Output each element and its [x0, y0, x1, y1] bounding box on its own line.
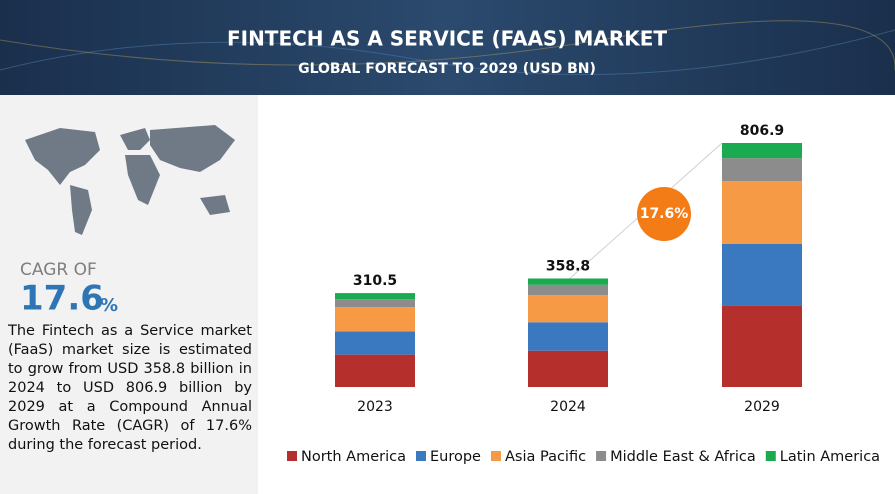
- legend-swatch: [490, 451, 501, 461]
- bar-segment: [528, 278, 608, 285]
- total-label: 358.8: [546, 259, 590, 275]
- header-deco: [0, 20, 895, 70]
- bar-segment: [528, 322, 608, 351]
- chart-title: FINTECH AS A SERVICE (FAAS) MARKET: [227, 27, 667, 51]
- annotation-bubble: [637, 187, 691, 241]
- legend-swatch: [596, 451, 607, 461]
- bar-segment: [335, 331, 415, 355]
- legend-label: Middle East & Africa: [610, 449, 756, 465]
- x-tick-label: 2029: [744, 399, 780, 415]
- bar-segment: [335, 299, 415, 308]
- bar-segment: [722, 181, 802, 244]
- total-label: 806.9: [740, 123, 784, 139]
- cagr-value: 17.6: [20, 279, 104, 319]
- bar-segment: [722, 305, 802, 387]
- bar-segment: [528, 350, 608, 387]
- legend-label: Asia Pacific: [505, 449, 586, 465]
- bar-segment: [722, 158, 802, 182]
- annotation: 17.6%: [640, 206, 689, 222]
- bar-segment: [335, 354, 415, 387]
- cagr-unit: %: [100, 295, 118, 316]
- legend-swatch: [765, 451, 776, 461]
- header-deco: [0, 29, 895, 76]
- chart-subtitle: GLOBAL FORECAST TO 2029 (USD BN): [298, 61, 596, 77]
- bar-segment: [528, 295, 608, 323]
- bar-segment: [528, 284, 608, 296]
- total-label: 310.5: [353, 273, 397, 289]
- world-map: [25, 125, 235, 235]
- bar-segment: [335, 293, 415, 300]
- x-tick-label: 2023: [357, 399, 393, 415]
- legend-label: Europe: [430, 449, 481, 465]
- bar-segment: [722, 243, 802, 306]
- legend-label: North America: [301, 449, 406, 465]
- legend-swatch: [287, 451, 297, 461]
- bar-segment: [722, 143, 802, 159]
- description: The Fintech as a Service market (FaaS) m…: [8, 323, 252, 453]
- bar-segment: [335, 307, 415, 332]
- legend-label: Latin America: [780, 449, 880, 465]
- header-band: [0, 0, 895, 95]
- x-tick-label: 2024: [550, 399, 586, 415]
- cagr-label: CAGR OF: [20, 260, 97, 280]
- legend-swatch: [415, 451, 426, 461]
